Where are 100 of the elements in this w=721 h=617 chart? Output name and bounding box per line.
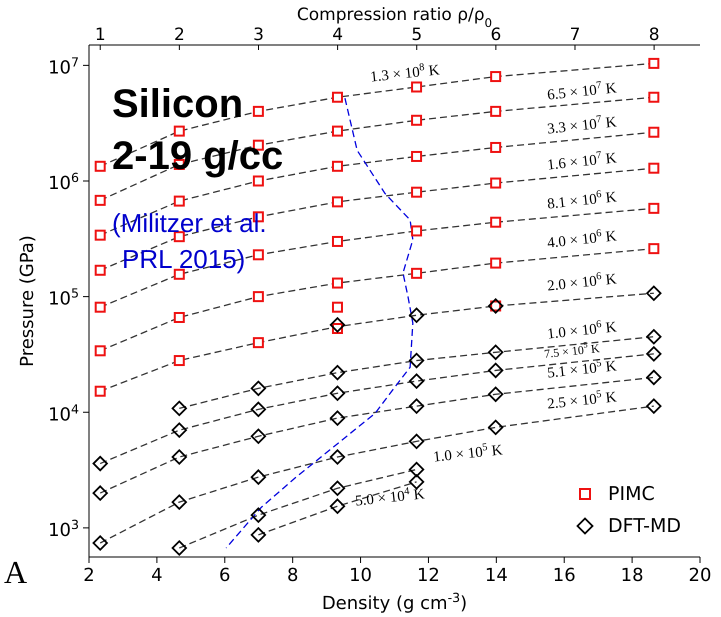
point: [411, 150, 422, 162]
point: [408, 474, 424, 490]
point: [411, 186, 422, 198]
annotation: PRL 2015): [122, 244, 246, 274]
annotation: Silicon: [112, 82, 244, 126]
legend-label: DFT-MD: [608, 515, 681, 537]
point: [408, 398, 424, 414]
y-tick-label: 10$^{7}$: [48, 54, 79, 78]
point: [648, 202, 660, 214]
x-tick-label: 18: [620, 565, 644, 586]
annotation: 2.5 × 10$^{5}$ K: [546, 388, 618, 414]
x2-tick-label: 8: [648, 25, 660, 45]
point: [92, 535, 108, 551]
point: [94, 194, 106, 206]
point: [408, 352, 424, 368]
point: [330, 449, 346, 465]
point: [94, 386, 106, 397]
annotation: 1.0 × 10$^{5}$ K: [432, 442, 504, 466]
point: [172, 422, 187, 438]
point: [332, 160, 343, 172]
x-tick-label: 2: [83, 565, 95, 586]
point: [490, 142, 502, 153]
x-tick-label: 8: [286, 565, 298, 586]
x-tick-label: 20: [688, 565, 712, 586]
point: [172, 494, 187, 510]
x2-tick-label: 5: [411, 25, 422, 45]
point: [408, 434, 424, 450]
point: [250, 507, 266, 523]
y-tick-label: 10$^{5}$: [48, 285, 79, 310]
point: [250, 527, 266, 543]
point: [252, 249, 264, 260]
point: [94, 264, 106, 276]
point: [94, 302, 106, 313]
point: [174, 355, 185, 366]
point: [94, 230, 106, 241]
point: [411, 268, 422, 279]
point: [252, 106, 264, 117]
point: [92, 456, 108, 472]
point: [172, 400, 187, 416]
point: [332, 126, 343, 137]
x-tick-label: 6: [219, 565, 231, 586]
x-tick-label: 12: [416, 565, 440, 586]
point: [174, 196, 185, 207]
point: [488, 420, 504, 436]
point: [408, 308, 424, 323]
point: [252, 291, 264, 302]
point: [250, 402, 266, 417]
point: [411, 225, 422, 236]
x2-tick-label: 4: [332, 25, 344, 45]
point: [94, 160, 106, 172]
point: [646, 398, 662, 414]
point: [408, 373, 424, 389]
x-axis-title: Density (g cm$^{-3}$): [322, 590, 468, 614]
point: [490, 71, 502, 82]
point: [408, 462, 424, 478]
point: [250, 428, 266, 444]
point: [648, 162, 660, 174]
point: [490, 178, 502, 189]
point: [332, 236, 343, 247]
point: [648, 92, 660, 103]
point: [252, 337, 264, 348]
y-tick-label: 10$^{4}$: [48, 400, 79, 426]
annotation: 3.3 × 10$^{7}$ K: [546, 114, 618, 138]
point: [330, 480, 346, 496]
annotation: 5.0 × 10$^{4}$ K: [354, 486, 426, 510]
point: [332, 278, 343, 289]
x2-tick-label: 3: [253, 25, 264, 45]
annotation: 1.6 × 10$^{7}$ K: [546, 150, 618, 174]
annotation: 6.5 × 10$^{7}$ K: [546, 80, 618, 104]
x-tick-label: 10: [349, 565, 372, 586]
annotation: 4.0 × 10$^{6}$ K: [546, 228, 618, 252]
x-tick-label: 14: [484, 565, 508, 586]
y-axis-title: Pressure (GPa): [17, 235, 38, 367]
annotation: 8.1 × 10$^{6}$ K: [546, 188, 618, 214]
point: [332, 92, 343, 103]
x-tick-label: 16: [552, 565, 576, 586]
point: [172, 449, 187, 465]
annotation: 2.0 × 10$^{6}$ K: [546, 270, 618, 296]
x-tick-label: 4: [151, 565, 163, 586]
point: [250, 469, 266, 485]
y-tick-label: 10$^{6}$: [48, 169, 79, 194]
legend-label: PIMC: [608, 483, 655, 505]
point: [648, 126, 660, 138]
point: [94, 345, 106, 356]
point: [411, 81, 422, 92]
point: [646, 286, 662, 301]
point: [488, 386, 504, 402]
point: [490, 106, 502, 117]
text: A: [4, 554, 28, 590]
point: [172, 540, 187, 556]
point: [490, 258, 502, 269]
point: [330, 365, 346, 380]
point: [332, 302, 343, 313]
x2-tick-label: 7: [570, 25, 580, 45]
point: [646, 329, 662, 344]
point: [330, 498, 346, 514]
x2-tick-label: 1: [94, 25, 106, 45]
point: [330, 386, 346, 401]
point: [332, 196, 343, 208]
point: [646, 370, 662, 386]
